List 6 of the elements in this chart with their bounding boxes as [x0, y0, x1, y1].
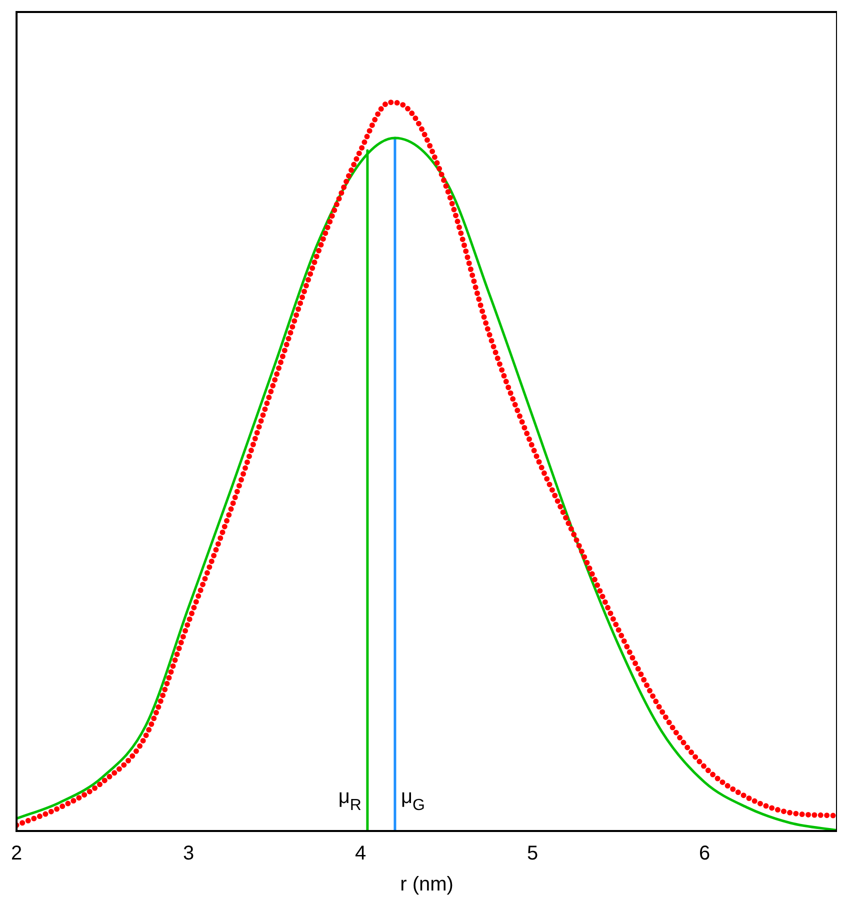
- x-tick-label: 5: [527, 842, 538, 865]
- x-tick-label: 3: [183, 842, 194, 865]
- x-tick-label: 4: [355, 842, 366, 865]
- x-axis-title: r (nm): [400, 874, 454, 896]
- x-tick-label: 6: [699, 842, 710, 865]
- x-tick-label: 2: [11, 842, 22, 865]
